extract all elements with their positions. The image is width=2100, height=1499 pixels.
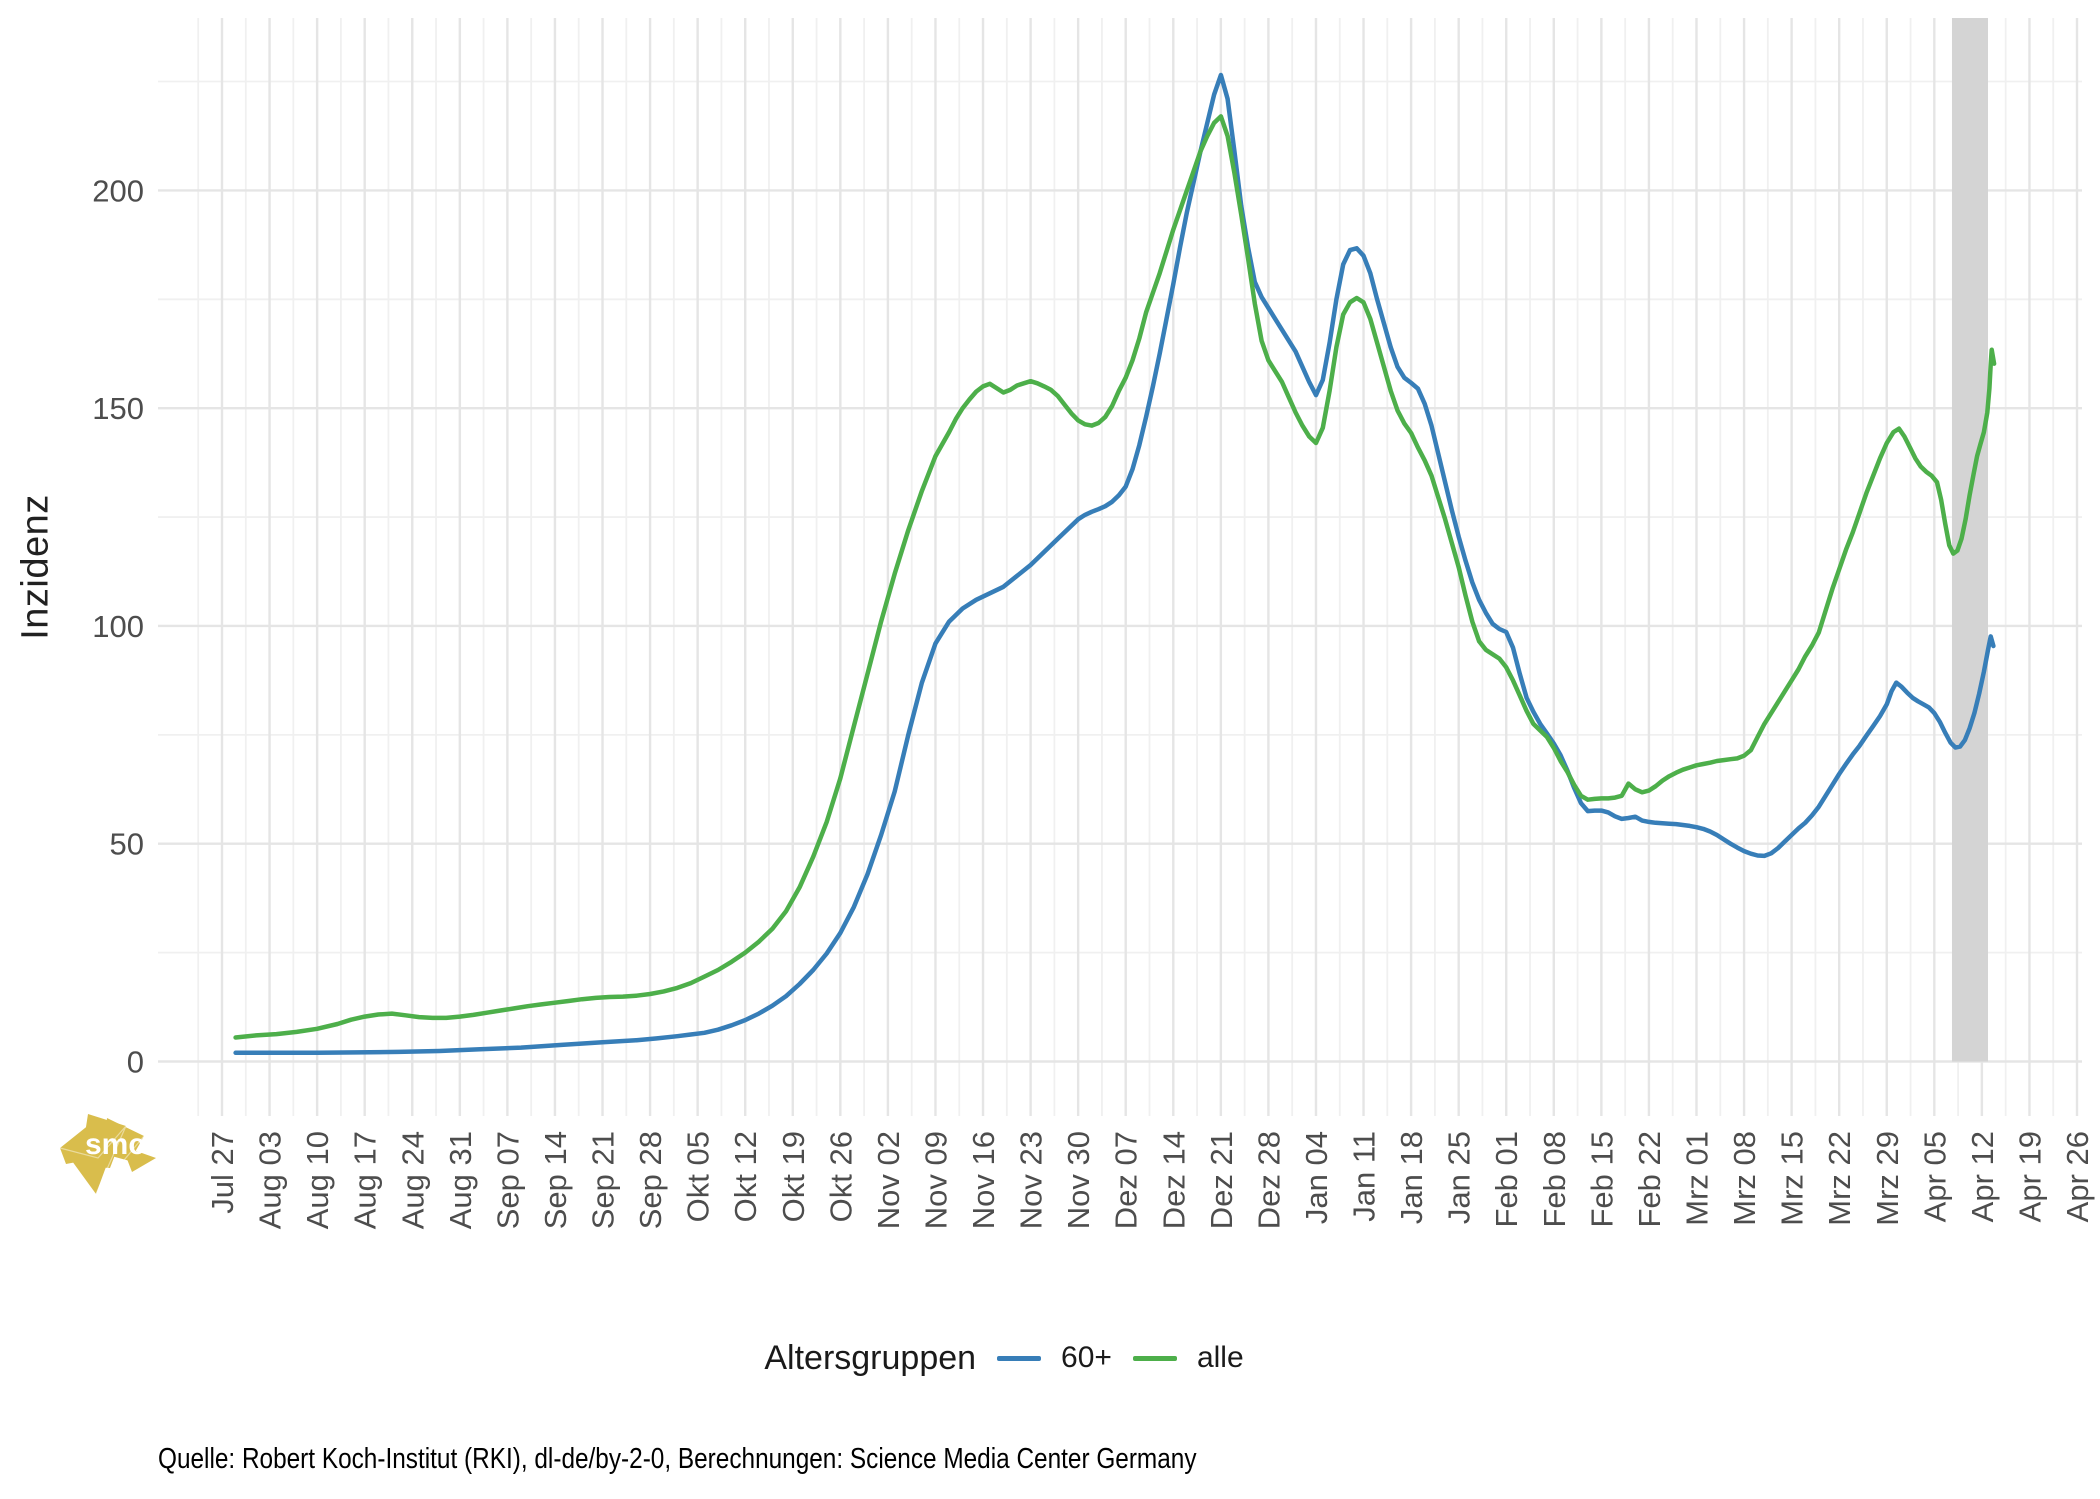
x-tick-label: Feb 22	[1632, 1131, 1667, 1228]
x-tick-label: Feb 01	[1489, 1131, 1524, 1228]
x-tick-label: Aug 17	[348, 1131, 383, 1229]
y-tick-label: 200	[92, 173, 144, 208]
x-tick-label: Apr 05	[1917, 1131, 1952, 1222]
x-tick-label: Mrz 08	[1727, 1131, 1762, 1226]
x-tick-label: Dez 21	[1204, 1131, 1239, 1229]
x-tick-label: Okt 05	[681, 1131, 716, 1222]
x-tick-label: Sep 28	[633, 1131, 668, 1229]
smc-logo-text: smc	[85, 1128, 145, 1161]
x-tick-label: Aug 31	[443, 1131, 478, 1229]
x-tick-label: Aug 10	[300, 1131, 335, 1229]
x-tick-label: Jan 04	[1299, 1131, 1334, 1224]
legend: Altersgruppen 60+ alle	[0, 1330, 2054, 1386]
x-tick-label: Aug 24	[395, 1131, 430, 1229]
legend-label-alle: alle	[1196, 1341, 1244, 1374]
x-tick-label: Apr 26	[2060, 1131, 2095, 1222]
x-tick-label: Sep 14	[538, 1131, 573, 1229]
x-tick-label: Apr 12	[1965, 1131, 2000, 1222]
x-tick-label: Mrz 29	[1870, 1131, 1905, 1226]
x-tick-label: Aug 03	[253, 1131, 288, 1229]
legend-line-alle-icon	[1132, 1355, 1177, 1361]
recent-data-band	[1951, 18, 1988, 1062]
y-tick-label: 0	[127, 1045, 144, 1080]
x-tick-label: Feb 15	[1584, 1131, 1619, 1228]
x-tick-label: Sep 07	[490, 1131, 525, 1229]
x-tick-label: Okt 12	[728, 1131, 763, 1222]
x-tick-label: Feb 08	[1537, 1131, 1572, 1228]
legend-item-alle: alle	[1132, 1341, 1244, 1375]
y-tick-label: 150	[92, 391, 144, 426]
x-tick-label: Nov 09	[919, 1131, 954, 1229]
legend-line-60plus-icon	[997, 1355, 1042, 1361]
x-tick-label: Okt 26	[823, 1131, 858, 1222]
x-tick-label: Nov 02	[871, 1131, 906, 1229]
x-tick-label: Mrz 15	[1775, 1131, 1810, 1226]
x-tick-label: Sep 21	[586, 1131, 621, 1229]
y-tick-label: 50	[110, 827, 144, 862]
y-axis-title: Inzidenz	[14, 494, 57, 640]
x-tick-label: Mrz 22	[1822, 1131, 1857, 1226]
x-tick-label: Dez 14	[1156, 1131, 1191, 1229]
x-tick-label: Jan 18	[1394, 1131, 1429, 1224]
series-line-alle	[233, 114, 1997, 1040]
legend-item-60plus: 60+	[997, 1341, 1112, 1375]
x-tick-label: Apr 19	[2012, 1131, 2047, 1222]
x-tick-label: Dez 28	[1251, 1131, 1286, 1229]
x-tick-label: Nov 16	[966, 1131, 1001, 1229]
x-tick-label: Nov 30	[1061, 1131, 1096, 1229]
y-tick-label: 100	[92, 609, 144, 644]
x-tick-label: Nov 23	[1014, 1131, 1049, 1229]
x-tick-label: Jul 27	[205, 1131, 240, 1214]
legend-title: Altersgruppen	[764, 1338, 977, 1377]
x-tick-label: Mrz 01	[1680, 1131, 1715, 1226]
source-attribution: Quelle: Robert Koch-Institut (RKI), dl-d…	[158, 1443, 1197, 1475]
x-tick-label: Okt 19	[776, 1131, 811, 1222]
series-line-60plus	[233, 72, 1996, 1056]
smc-logo: smc	[59, 1114, 156, 1195]
legend-label-60plus: 60+	[1061, 1341, 1112, 1374]
x-tick-label: Jan 11	[1347, 1131, 1382, 1222]
x-tick-label: Dez 07	[1109, 1131, 1144, 1229]
x-tick-label: Jan 25	[1442, 1131, 1477, 1224]
